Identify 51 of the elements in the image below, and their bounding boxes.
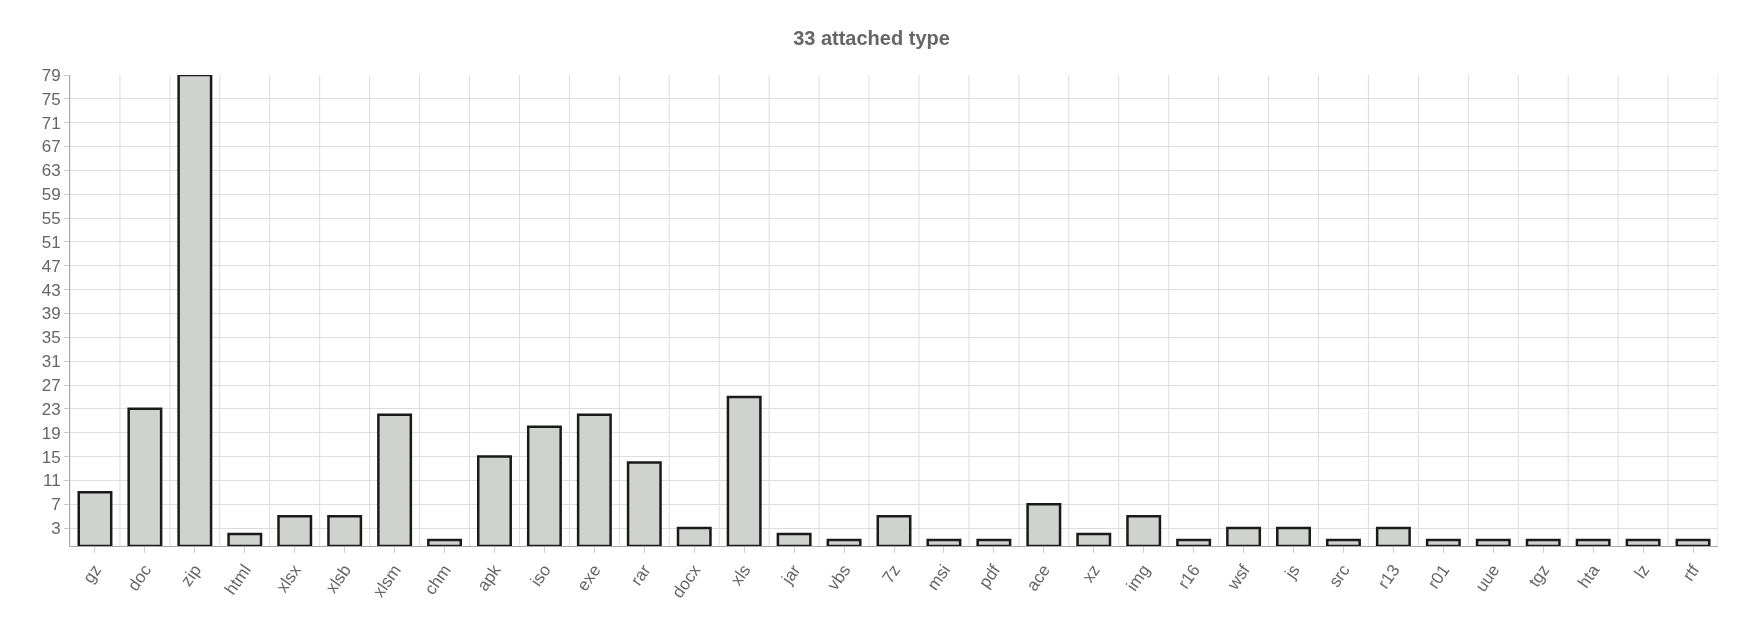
x-tick-label: hta: [1574, 560, 1604, 592]
x-tick-label: img: [1122, 561, 1154, 595]
x-tick-label: tgz: [1524, 561, 1554, 591]
y-tick-label: 63: [41, 161, 61, 181]
y-tick-label: 35: [41, 328, 61, 348]
x-tick-label: chm: [420, 561, 455, 599]
x-tick-label: vbs: [823, 561, 855, 594]
x-tick-label: wsf: [1223, 560, 1254, 594]
y-tick-label: 47: [41, 256, 61, 276]
x-tick-label: 7z: [878, 561, 905, 587]
x-tick-label: doc: [123, 560, 156, 595]
chart-title: 33 attached type: [793, 27, 950, 50]
x-tick-label: msi: [923, 561, 955, 594]
x-tick-label: src: [1325, 560, 1354, 591]
y-tick-label: 79: [41, 65, 61, 85]
x-tick-label: r16: [1174, 561, 1204, 593]
x-tick-label: xlsb: [322, 561, 355, 597]
y-tick-label: 31: [41, 352, 61, 372]
y-tick-label: 3: [51, 519, 61, 539]
x-tick-label: rtf: [1679, 560, 1704, 585]
x-tick-label: jar: [777, 560, 805, 589]
x-tick-label: exe: [573, 561, 605, 595]
y-tick-label: 67: [41, 137, 61, 157]
x-tick-label: js: [1280, 561, 1304, 583]
y-tick-label: 55: [41, 209, 61, 229]
y-tick-label: 19: [41, 423, 61, 443]
x-tick-label: xz: [1078, 561, 1104, 586]
y-tick-label: 27: [41, 375, 61, 395]
y-tick-label: 15: [41, 447, 61, 467]
x-tick-label: r13: [1373, 561, 1404, 593]
x-tick-label: ace: [1022, 561, 1055, 595]
x-tick-label: iso: [526, 561, 555, 590]
y-tick-label: 23: [41, 399, 61, 419]
x-tick-label: pdf: [975, 560, 1005, 592]
x-tick-label: lz: [1630, 561, 1654, 583]
y-tick-label: 39: [41, 304, 61, 324]
x-tick-label: apk: [473, 560, 505, 595]
x-tick-label: xlsx: [272, 560, 306, 597]
y-tick-label: 11: [42, 471, 61, 491]
y-tick-label: 51: [41, 232, 61, 252]
x-tick-label: xls: [726, 561, 755, 590]
x-tick-label: zip: [177, 561, 206, 590]
y-tick-label: 75: [41, 89, 61, 109]
y-tick-label: 43: [41, 280, 61, 300]
x-tick-label: r01: [1423, 561, 1454, 593]
x-tick-label: rar: [627, 560, 655, 590]
x-tick-label: uue: [1471, 561, 1504, 596]
y-tick-label: 59: [41, 185, 61, 205]
y-tick-label: 71: [41, 113, 61, 133]
x-tick-label: gz: [79, 561, 106, 587]
y-tick-label: 7: [51, 495, 61, 515]
